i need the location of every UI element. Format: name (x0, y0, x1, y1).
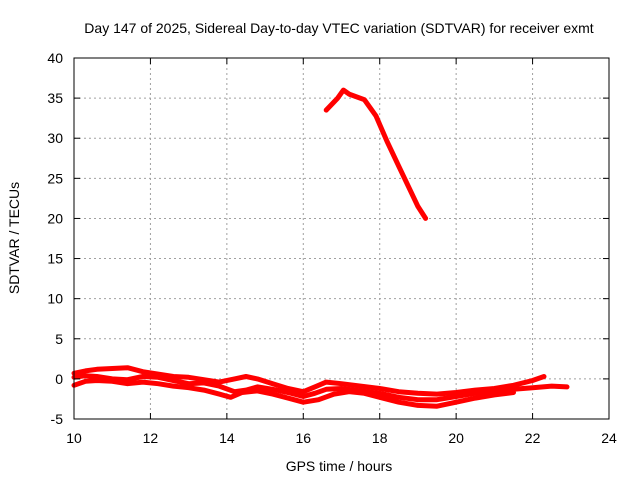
series-line-satellite-arc-high (323, 87, 429, 221)
x-axis-label: GPS time / hours (286, 458, 393, 474)
series-line-low-band-upper (71, 365, 547, 397)
plot-frame (73, 57, 610, 420)
x-tick-label: 14 (219, 430, 235, 446)
x-tick-label: 18 (372, 430, 388, 446)
x-tick-label: 10 (66, 430, 82, 446)
ticks: 10 12 14 16 18 20 22 24 -5 0 5 10 15 20 25 30 35 40 (47, 50, 617, 446)
y-tick-label: 20 (47, 210, 63, 226)
y-tick-label: 15 (47, 251, 63, 267)
series-layer (71, 87, 570, 409)
y-tick-label: 5 (55, 331, 63, 347)
x-tick-label: 16 (295, 430, 311, 446)
series-line-low-band-lower (71, 378, 516, 409)
series-line-low-band-middle (71, 373, 570, 403)
y-tick-label: 40 (47, 50, 63, 66)
grid (74, 58, 609, 419)
chart-title: Day 147 of 2025, Sidereal Day-to-day VTE… (84, 20, 593, 36)
y-tick-label: 25 (47, 170, 63, 186)
y-axis-label: SDTVAR / TECUs (6, 182, 22, 294)
x-tick-label: 22 (525, 430, 541, 446)
x-tick-label: 12 (143, 430, 159, 446)
x-tick-label: 24 (601, 430, 617, 446)
y-tick-label: -5 (51, 411, 64, 427)
y-tick-label: 10 (47, 291, 63, 307)
y-tick-label: 30 (47, 130, 63, 146)
x-tick-label: 20 (448, 430, 464, 446)
y-tick-label: 0 (55, 371, 63, 387)
y-tick-label: 35 (47, 90, 63, 106)
